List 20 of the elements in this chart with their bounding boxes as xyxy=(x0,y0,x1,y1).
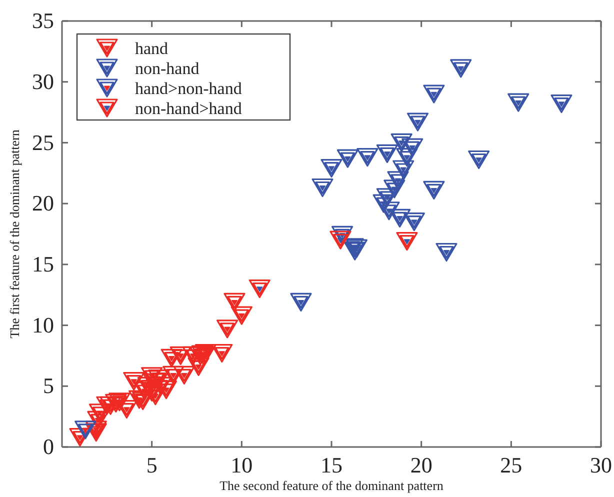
y-tick-label: 20 xyxy=(32,190,54,216)
x-tick-label: 5 xyxy=(146,452,158,478)
x-tick-label: 10 xyxy=(230,452,253,478)
y-axis-title: The first feature of the dominant pattern xyxy=(7,129,22,338)
y-tick-label: 30 xyxy=(32,68,54,94)
y-tick-label: 25 xyxy=(32,130,54,155)
legend-label: non-hand xyxy=(135,59,200,78)
x-tick-label: 20 xyxy=(410,452,432,478)
x-tick-label: 15 xyxy=(320,452,342,478)
y-tick-label: 0 xyxy=(43,434,54,460)
y-tick-label: 15 xyxy=(32,251,54,276)
legend-label: hand>non-hand xyxy=(135,79,242,98)
y-tick-label: 5 xyxy=(43,373,54,398)
x-axis-title: The second feature of the dominant pattern xyxy=(220,478,444,493)
legend-label: non-hand>hand xyxy=(135,99,242,118)
y-tick-label: 10 xyxy=(32,312,54,338)
x-tick-label: 25 xyxy=(500,452,522,478)
legend-label: hand xyxy=(135,39,169,58)
x-tick-label: 30 xyxy=(590,452,612,478)
y-tick-label: 35 xyxy=(32,8,54,34)
